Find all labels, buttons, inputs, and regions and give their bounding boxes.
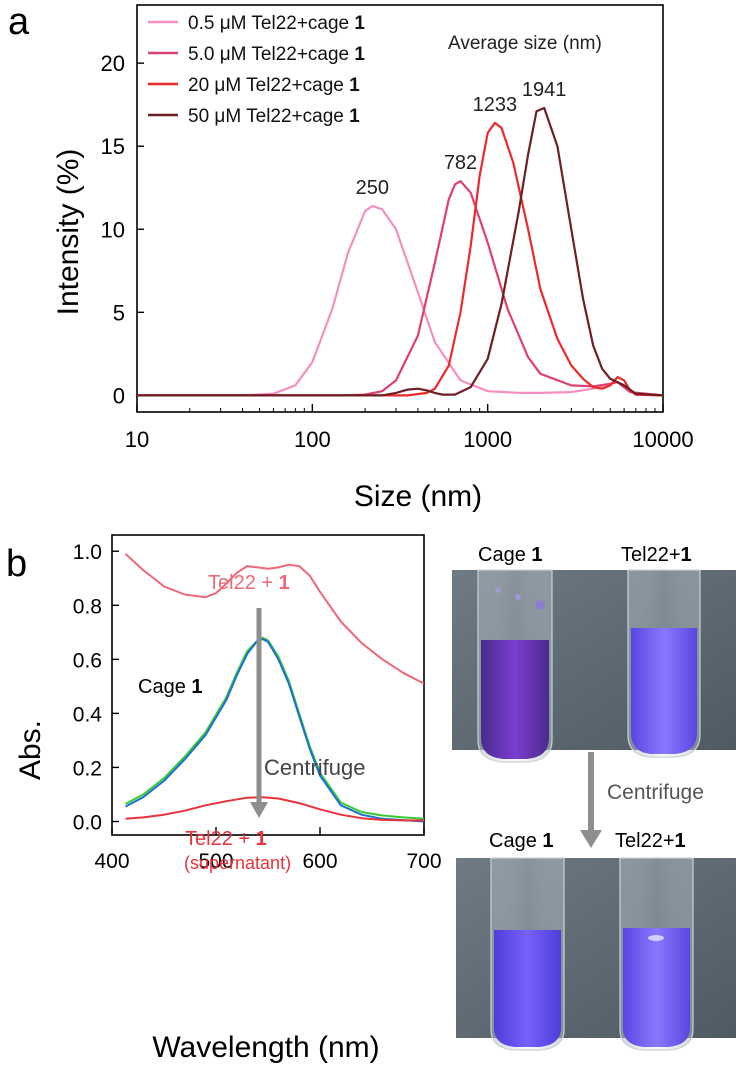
chart-a-legend: 0.5 μM Tel22+cage 1 5.0 μM Tel22+cage 1 20…	[148, 13, 365, 127]
photo-labels-bottom: Cage 1 Tel22+1	[489, 830, 686, 852]
chart-b-x-tick-label: 600	[302, 850, 337, 873]
photo-labels-top: Cage 1 Tel22+1	[478, 544, 692, 566]
chart-a-x-label: Size (nm)	[354, 480, 482, 513]
chart-b-series	[124, 553, 425, 823]
chart-a-y-tick-label: 20	[101, 51, 125, 76]
chart-a-x-tick-label: 10	[125, 427, 149, 452]
chart-b-y-tick-label: 0.8	[73, 595, 102, 618]
chart-a-legend-entry: 5.0 μM Tel22+cage 1	[188, 44, 365, 65]
chart-a-frame	[136, 4, 664, 413]
chart-a-y-tick-label: 0	[113, 383, 125, 408]
chart-a-series-line	[137, 106, 664, 397]
chart-b-x-axis: 400 500 600 700	[94, 827, 442, 873]
annot-tel22-top: Tel22 + 1	[208, 572, 290, 594]
chart-a-series	[137, 106, 664, 397]
chart-a-y-tick-label: 15	[101, 134, 125, 159]
chart-a-series-line	[137, 121, 664, 397]
chart-b-x-tick-label: 500	[198, 850, 233, 873]
chart-b-frame	[111, 534, 425, 836]
chart-a-x-tick-label: 10000	[632, 427, 693, 452]
photo-centrifuge-arrow-head	[580, 830, 602, 848]
photo-label-cage1-bottom: Cage 1	[489, 830, 554, 852]
photo-label-cage1-top: Cage 1	[478, 544, 543, 566]
chart-a-legend-entry: 20 μM Tel22+cage 1	[188, 75, 360, 96]
chart-a-y-tick-label: 5	[113, 300, 125, 325]
chart-b-y-tick-label: 0.4	[73, 703, 103, 726]
tube-tel22-before	[627, 569, 701, 758]
chart-a-y-axis: 0 5 10 15 20	[101, 51, 144, 408]
chart-b-x-label: Wavelength (nm)	[152, 1031, 379, 1064]
chart-b-y-label: Abs.	[14, 720, 47, 780]
chart-a-x-tick-label: 1000	[463, 427, 512, 452]
chart-a-legend-entry: 50 μM Tel22+cage 1	[188, 106, 360, 127]
chart-a-legend-title: Average size (nm)	[448, 33, 602, 54]
panel-b: b 0.0 0.2 0.4 0.6 0.8 1.0 400 500 600 700 Tel22 …	[6, 534, 442, 1064]
chart-b-series-line	[124, 553, 425, 685]
chart-b-series-line	[125, 636, 425, 820]
chart-b-y-tick-label: 0.2	[73, 757, 102, 780]
chart-b-y-tick-label: 0.6	[73, 649, 102, 672]
panel-label-b: b	[6, 543, 27, 585]
annot-supernatant: (supernatant)	[184, 853, 291, 873]
chart-b-y-axis: 0.0 0.2 0.4 0.6 0.8 1.0	[73, 541, 119, 834]
panel-a: a 0 5 10 15 20 10 100 1000 10000 250 782 12331941…	[8, 1, 694, 513]
photo-centrifuge-label: Centrifuge	[607, 781, 704, 804]
tube-cage1-before	[477, 569, 553, 763]
chart-a-y-label: Intensity (%)	[52, 149, 85, 316]
chart-a-peak-label: 1941	[522, 79, 567, 101]
chart-b-x-tick-label: 400	[94, 850, 129, 873]
tube-cage1-after	[490, 857, 565, 1051]
tube-tel22-after	[619, 857, 694, 1051]
chart-a-x-axis: 10 100 1000 10000	[125, 404, 694, 452]
chart-a-x-tick-label: 100	[294, 427, 331, 452]
chart-b-x-tick-label: 700	[406, 850, 441, 873]
photo-label-tel22-bottom: Tel22+1	[615, 830, 686, 852]
panel-label-a: a	[8, 1, 30, 43]
chart-a-y-tick-label: 10	[101, 217, 125, 242]
chart-b-series-line	[125, 638, 425, 823]
chart-a-series-line	[137, 180, 664, 397]
photo-label-tel22-top: Tel22+1	[621, 544, 692, 566]
chart-a-legend-entry: 0.5 μM Tel22+cage 1	[188, 13, 365, 34]
photo-before-centrifuge	[452, 569, 736, 763]
chart-b-y-tick-label: 1.0	[73, 541, 102, 564]
chart-b-y-tick-label: 0.0	[73, 811, 102, 834]
chart-a-peak-label: 1233	[473, 94, 518, 116]
chart-b-series-line	[125, 796, 424, 822]
chart-a-peak-label: 250	[356, 177, 389, 199]
annot-tel22-bottom: Tel22 + 1	[185, 828, 267, 850]
annot-centrifuge: Centrifuge	[264, 755, 366, 780]
photo-after-centrifuge	[456, 857, 736, 1051]
chart-a-peak-label: 782	[444, 152, 477, 174]
annot-cage1: Cage 1	[138, 676, 203, 698]
centrifuge-arrow-head	[250, 802, 268, 818]
